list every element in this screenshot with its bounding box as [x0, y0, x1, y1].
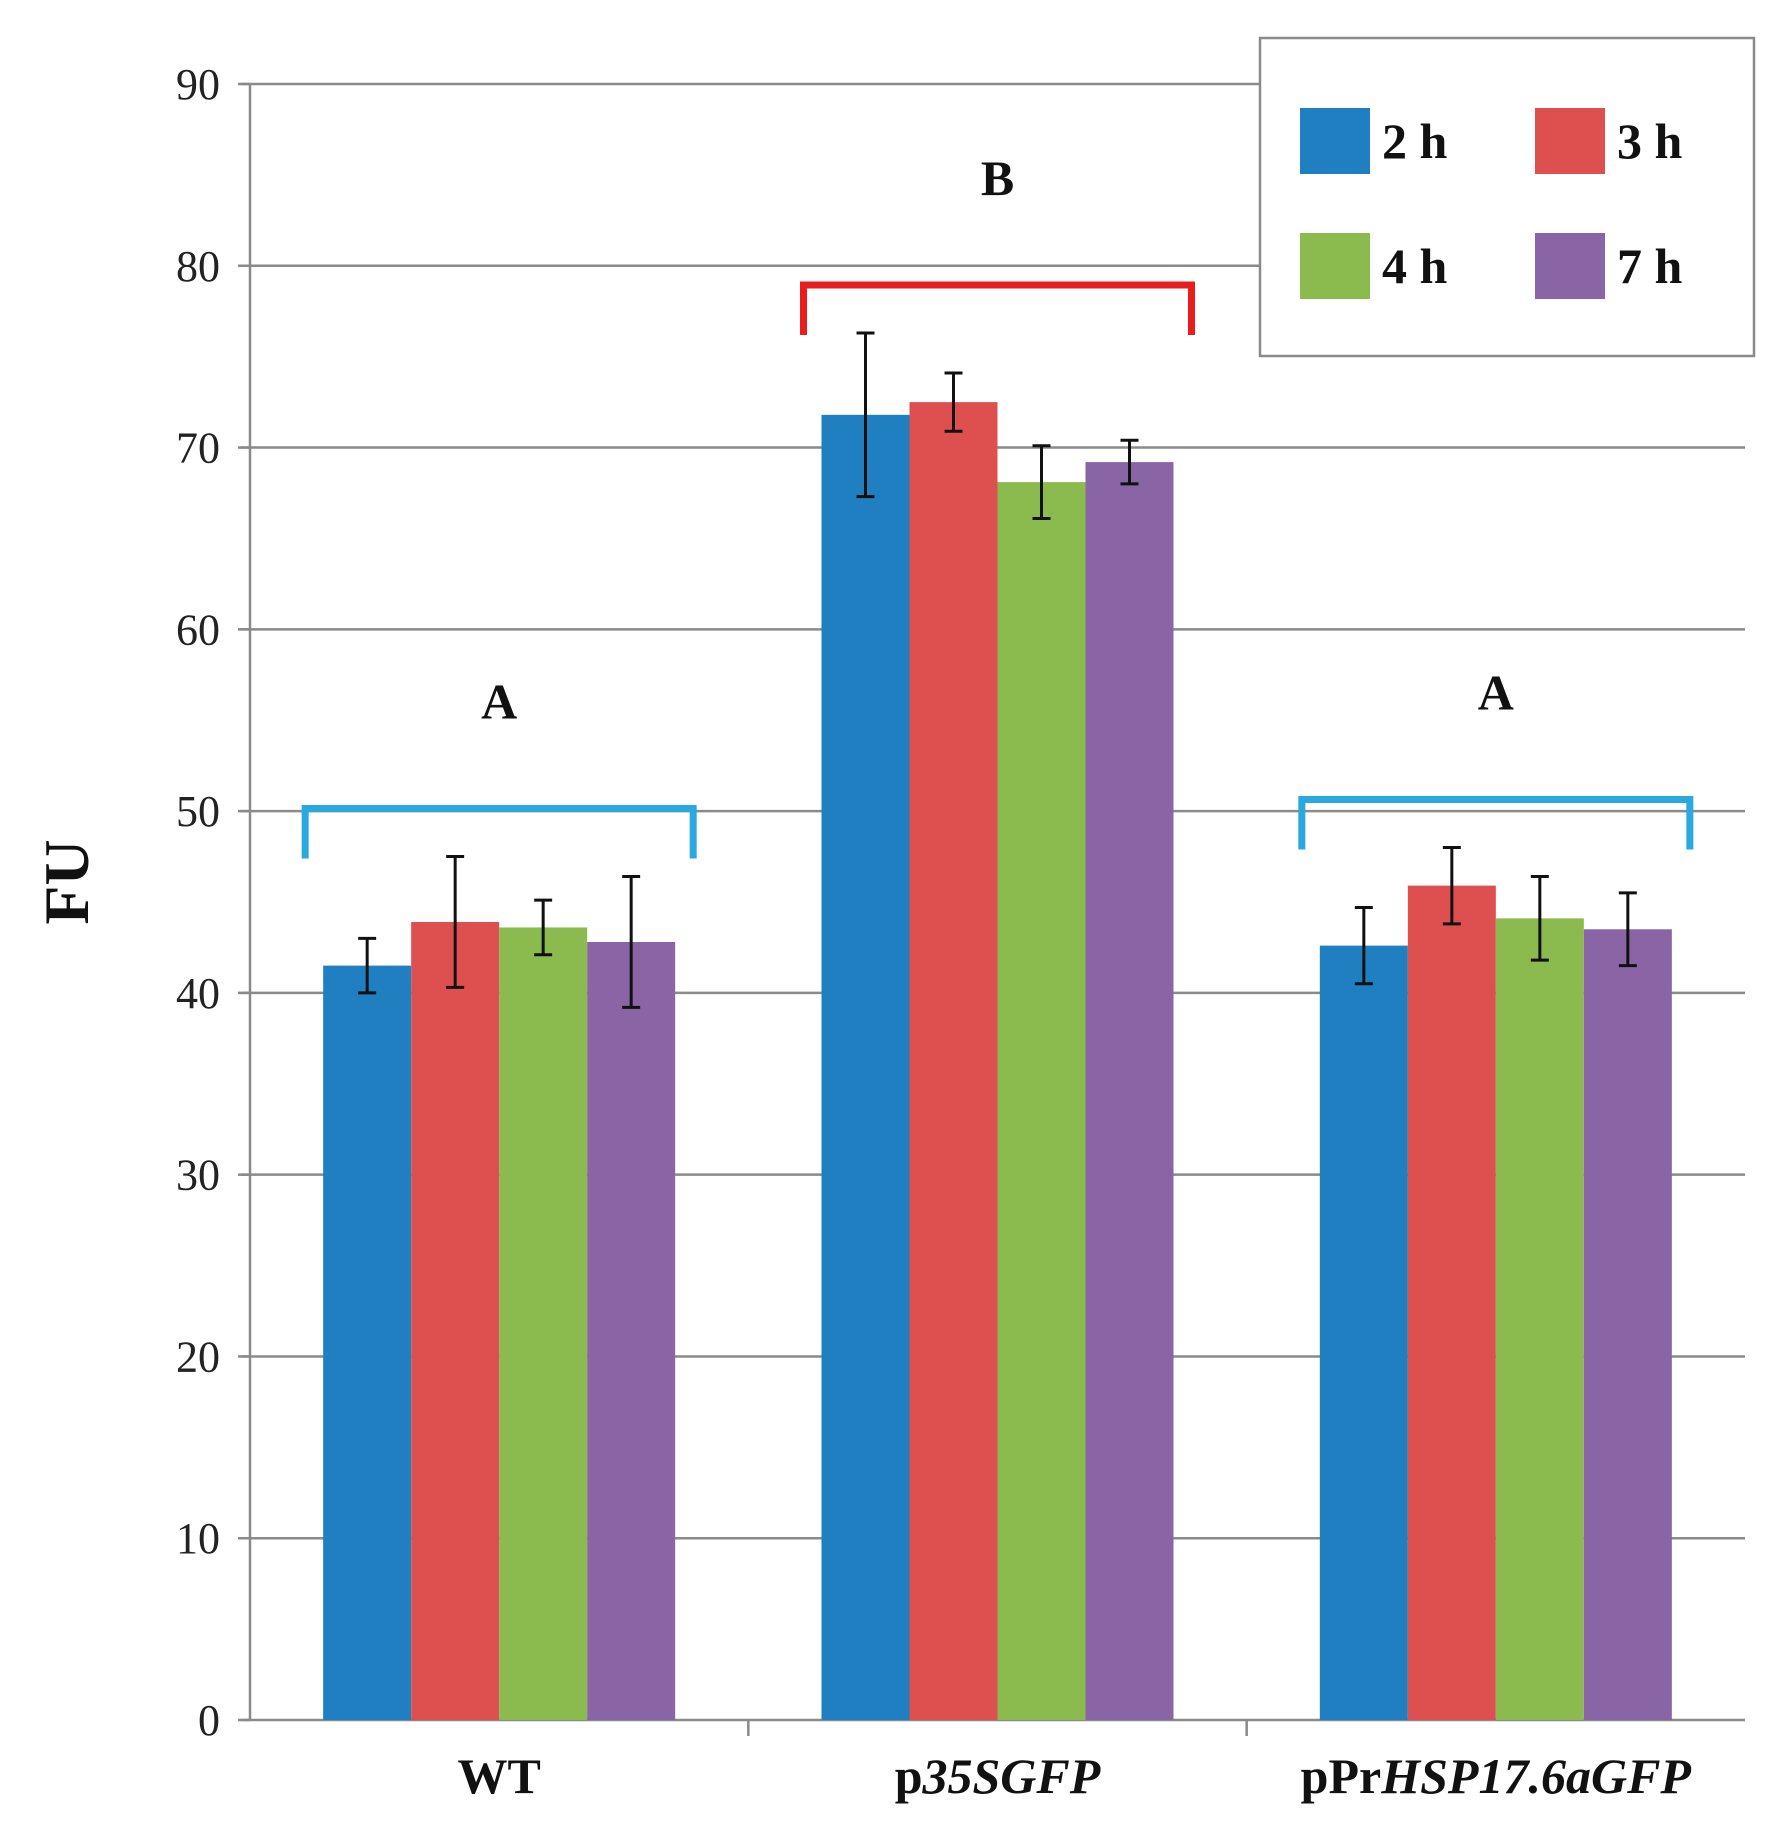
x-category-label-2-part-1: HSP17.6aGFP: [1380, 1748, 1691, 1804]
y-tick-labels: 0 10 20 30 40 50 60 70 80 90: [176, 60, 220, 1745]
bar-s1-c1: [909, 402, 998, 1721]
bar-s0-c0: [323, 965, 412, 1720]
y-tick-label-4: 40: [176, 969, 220, 1018]
bar-s3-c1: [1085, 462, 1174, 1720]
group-letter-2: A: [1478, 664, 1514, 720]
legend-label-3: 7 h: [1617, 238, 1683, 294]
legend: 2 h 3 h 4 h 7 h: [1258, 36, 1756, 358]
group-letter-0: A: [481, 674, 517, 730]
y-tick-label-6: 60: [176, 605, 220, 654]
error-bar-s3-c0: [622, 875, 641, 1009]
x-category-label-1: p35SGFP: [895, 1748, 1101, 1804]
group-annotations: A B A: [301, 150, 1694, 859]
y-axis-label: FU: [31, 839, 102, 924]
bar-s2-c1: [997, 482, 1086, 1721]
y-tick-label-1: 10: [176, 1514, 220, 1563]
error-bar-s1-c1: [944, 371, 963, 433]
y-tick-label-9: 90: [176, 60, 220, 109]
y-tick-label-8: 80: [176, 242, 220, 291]
error-bar-s2-c1: [1032, 444, 1051, 520]
bar-s3-c0: [587, 941, 676, 1720]
y-tick-label-7: 70: [176, 424, 220, 473]
legend-label-1: 3 h: [1617, 113, 1683, 169]
legend-swatch-0: [1300, 108, 1370, 174]
legend-label-2: 4 h: [1382, 238, 1448, 294]
error-bar-s3-c1: [1120, 438, 1139, 486]
bar-s3-c2: [1583, 929, 1672, 1720]
legend-swatch-2: [1300, 233, 1370, 299]
x-category-label-2: pPrHSP17.6aGFP: [1301, 1748, 1692, 1804]
x-category-label-1-part-1: 35SGFP: [922, 1748, 1101, 1804]
error-bar-s0-c0: [358, 936, 377, 995]
error-bars: [358, 331, 1637, 1009]
x-category-label-2-part-0: pPr: [1301, 1748, 1382, 1804]
x-category-labels: WT p35SGFP pPrHSP17.6aGFP: [457, 1748, 1691, 1804]
y-tick-label-0: 0: [198, 1696, 220, 1745]
error-bar-s0-c2: [1354, 905, 1373, 986]
x-category-label-0-part-0: WT: [457, 1748, 540, 1804]
error-bar-s2-c2: [1530, 875, 1549, 962]
bracket-2: [1298, 795, 1694, 850]
error-bar-s1-c2: [1442, 845, 1461, 926]
y-tick-label-3: 30: [176, 1151, 220, 1200]
legend-swatch-3: [1535, 233, 1605, 299]
bar-s1-c0: [411, 921, 500, 1720]
y-tick-label-5: 50: [176, 787, 220, 836]
x-category-label-0: WT: [457, 1748, 540, 1804]
error-bar-s3-c2: [1618, 891, 1637, 968]
bar-s2-c2: [1495, 918, 1584, 1720]
legend-swatch-1: [1535, 108, 1605, 174]
error-bar-s1-c0: [446, 855, 465, 989]
x-category-label-1-part-0: p: [895, 1748, 923, 1804]
bar-s0-c2: [1319, 945, 1408, 1720]
error-bar-s2-c0: [534, 898, 553, 957]
bracket-0: [301, 805, 697, 859]
group-letter-1: B: [981, 150, 1014, 206]
y-tick-label-2: 20: [176, 1332, 220, 1381]
bars: [323, 402, 1672, 1721]
bracket-1: [800, 281, 1195, 336]
bar-s2-c0: [499, 927, 588, 1720]
legend-box: [1258, 36, 1756, 358]
legend-label-0: 2 h: [1382, 113, 1448, 169]
error-bar-s0-c1: [856, 331, 875, 499]
bar-s1-c2: [1407, 885, 1496, 1720]
bar-s0-c1: [821, 414, 910, 1720]
